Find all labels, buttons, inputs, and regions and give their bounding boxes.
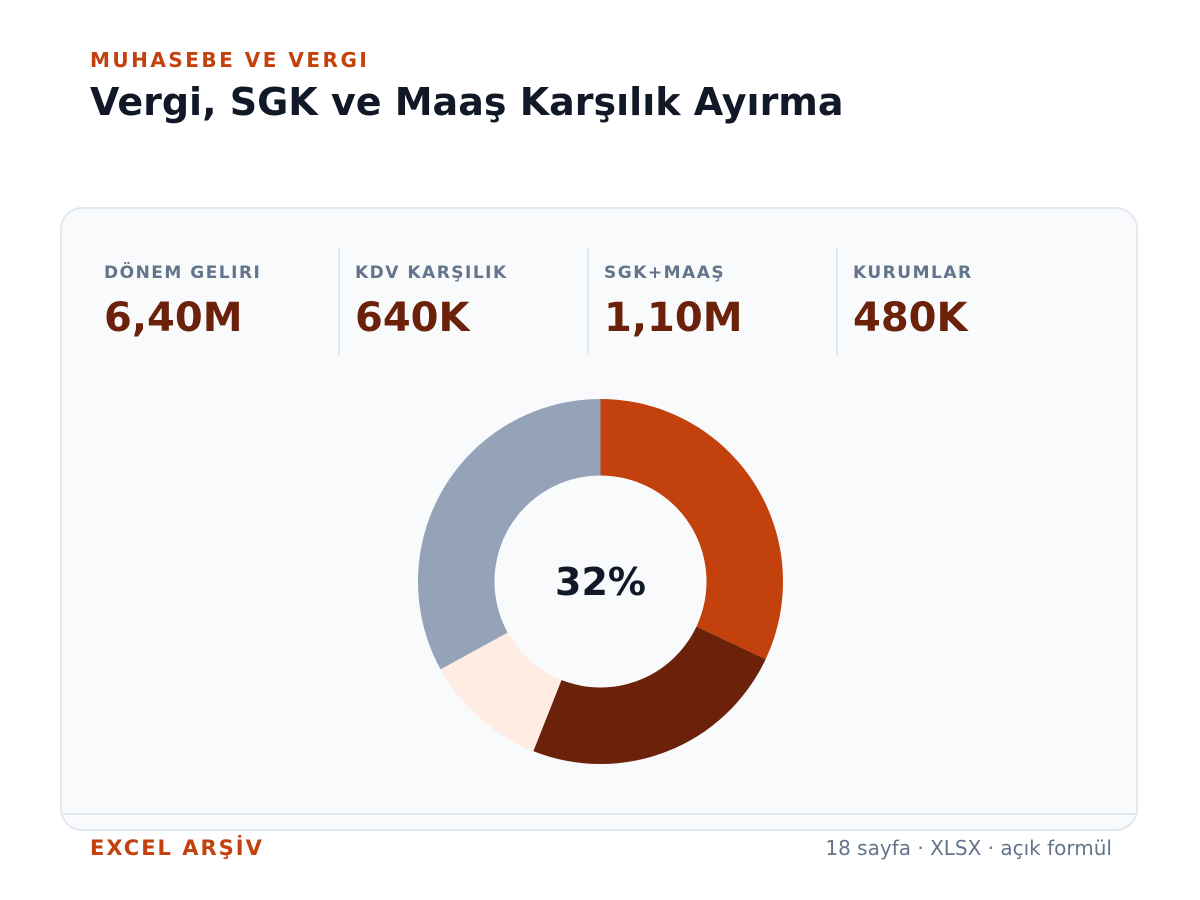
kpi-label: KURUMLAR xyxy=(853,263,973,283)
kpi-sgk-salary: SGK+MAAŞ 1,10M xyxy=(587,247,838,355)
section-eyebrow: MUHASEBE VE VERGI xyxy=(90,48,370,72)
kpi-value: 1,10M xyxy=(604,295,743,341)
kpi-period-income: DÖNEM GELIRI 6,40M xyxy=(104,247,353,355)
page-title: Vergi, SGK ve Maaş Karşılık Ayırma xyxy=(90,80,844,124)
kpi-value: 6,40M xyxy=(104,295,243,341)
card-divider xyxy=(62,813,1136,815)
kpi-label: KDV KARŞILIK xyxy=(355,263,508,283)
kpi-value: 640K xyxy=(355,295,470,341)
kpi-institutions: KURUMLAR 480K xyxy=(836,247,1087,355)
kpi-row: DÖNEM GELIRI 6,40M KDV KARŞILIK 640K SGK… xyxy=(104,247,1100,357)
donut-slice-2 xyxy=(533,626,766,764)
kpi-value: 480K xyxy=(853,295,968,341)
kpi-label: DÖNEM GELIRI xyxy=(104,263,262,283)
donut-svg xyxy=(418,399,783,764)
donut-slice-3 xyxy=(440,632,562,752)
donut-chart: 32% xyxy=(418,399,783,764)
donut-center-label: 32% xyxy=(555,559,646,604)
donut-slice-1 xyxy=(600,399,783,660)
footer-archive-label: EXCEL ARŞİV xyxy=(90,836,264,860)
kpi-label: SGK+MAAŞ xyxy=(604,263,726,283)
donut-slice-4 xyxy=(418,399,601,670)
kpi-vat-provision: KDV KARŞILIK 640K xyxy=(338,247,589,355)
footer-meta: 18 sayfa · XLSX · açık formül xyxy=(825,836,1112,860)
